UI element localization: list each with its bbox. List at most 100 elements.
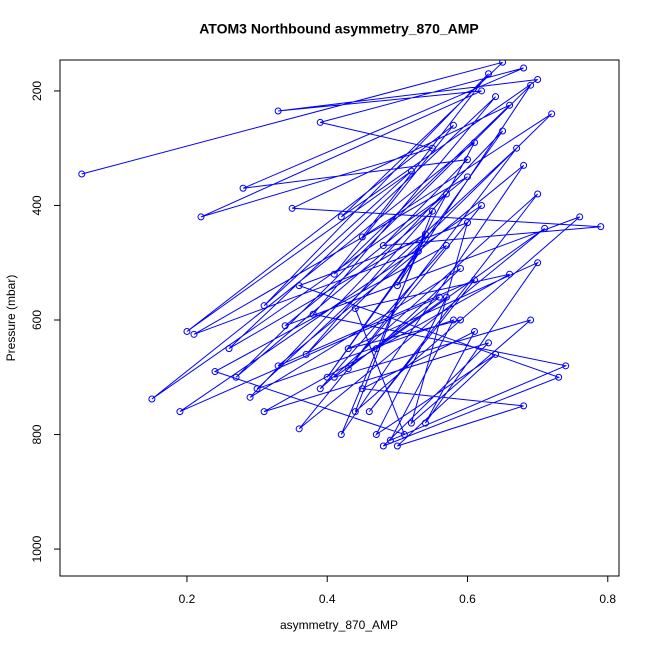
x-axis-label: asymmetry_870_AMP <box>280 618 398 632</box>
data-point <box>435 293 443 301</box>
data-point <box>520 402 528 410</box>
data-point <box>386 436 394 444</box>
data-point <box>541 224 549 232</box>
data-point <box>471 138 479 146</box>
data-point <box>414 247 422 255</box>
y-axis-label: Pressure (mbar) <box>4 275 18 362</box>
data-point <box>534 259 542 267</box>
data-point <box>400 431 408 439</box>
data-point <box>513 144 521 152</box>
data-point <box>499 127 507 135</box>
data-point <box>555 373 563 381</box>
data-point <box>456 264 464 272</box>
x-tick-label: 0.6 <box>459 592 476 606</box>
data-point <box>506 101 514 109</box>
data-point <box>253 385 261 393</box>
data-point <box>260 408 268 416</box>
data-point <box>492 93 500 101</box>
data-point <box>548 110 556 118</box>
data-point <box>464 219 472 227</box>
data-point <box>534 190 542 198</box>
data-point <box>442 190 450 198</box>
data-point <box>485 70 493 78</box>
data-point <box>442 242 450 250</box>
data-point <box>260 302 268 310</box>
data-point <box>576 213 584 221</box>
data-point <box>428 144 436 152</box>
data-line <box>81 61 601 447</box>
data-point <box>421 419 429 427</box>
y-tick-label: 800 <box>30 424 44 444</box>
data-point <box>379 442 387 450</box>
data-point <box>316 118 324 126</box>
data-point <box>478 201 486 209</box>
data-point <box>372 345 380 353</box>
plot-area <box>78 60 605 450</box>
data-point <box>506 270 514 278</box>
data-point <box>351 305 359 313</box>
data-point <box>330 270 338 278</box>
y-tick-label: 200 <box>30 81 44 101</box>
data-point <box>176 408 184 416</box>
data-point <box>351 408 359 416</box>
data-point <box>295 425 303 433</box>
data-point <box>407 167 415 175</box>
data-point <box>232 373 240 381</box>
data-point <box>597 223 605 231</box>
data-point <box>323 373 331 381</box>
data-point <box>288 204 296 212</box>
data-point <box>358 233 366 241</box>
data-point <box>527 316 535 324</box>
data-point <box>372 431 380 439</box>
data-point <box>393 282 401 290</box>
data-point <box>449 121 457 129</box>
plot-frame <box>59 59 620 577</box>
data-point <box>197 213 205 221</box>
data-point <box>562 362 570 370</box>
data-point <box>485 339 493 347</box>
data-point <box>330 373 338 381</box>
x-tick-label: 0.2 <box>179 592 196 606</box>
x-tick-label: 0.4 <box>319 592 336 606</box>
data-point <box>183 327 191 335</box>
data-point <box>471 276 479 284</box>
data-point <box>358 385 366 393</box>
data-point <box>407 419 415 427</box>
data-point <box>478 87 486 95</box>
data-point <box>393 442 401 450</box>
chart-title: ATOM3 Northbound asymmetry_870_AMP <box>199 21 479 37</box>
data-point <box>428 207 436 215</box>
data-point <box>456 316 464 324</box>
data-point <box>309 310 317 318</box>
data-point <box>464 173 472 181</box>
data-point <box>274 107 282 115</box>
data-point <box>379 242 387 250</box>
data-point <box>239 184 247 192</box>
data-point <box>534 75 542 83</box>
data-point <box>344 365 352 373</box>
data-point <box>471 327 479 335</box>
data-point <box>337 431 345 439</box>
data-point <box>365 408 373 416</box>
data-point <box>499 60 507 66</box>
data-point <box>449 316 457 324</box>
data-point <box>492 350 500 358</box>
data-point <box>316 385 324 393</box>
data-point <box>520 161 528 169</box>
y-tick-label: 1000 <box>30 535 44 562</box>
data-point <box>527 81 535 89</box>
data-point <box>190 330 198 338</box>
data-point <box>442 293 450 301</box>
data-point <box>281 322 289 330</box>
data-point <box>78 170 86 178</box>
data-point <box>211 368 219 376</box>
data-point <box>225 345 233 353</box>
data-point <box>246 393 254 401</box>
x-tick-label: 0.8 <box>599 592 616 606</box>
data-point <box>337 213 345 221</box>
y-tick-label: 400 <box>30 195 44 215</box>
data-point <box>421 230 429 238</box>
data-point <box>520 64 528 72</box>
data-point <box>344 345 352 353</box>
